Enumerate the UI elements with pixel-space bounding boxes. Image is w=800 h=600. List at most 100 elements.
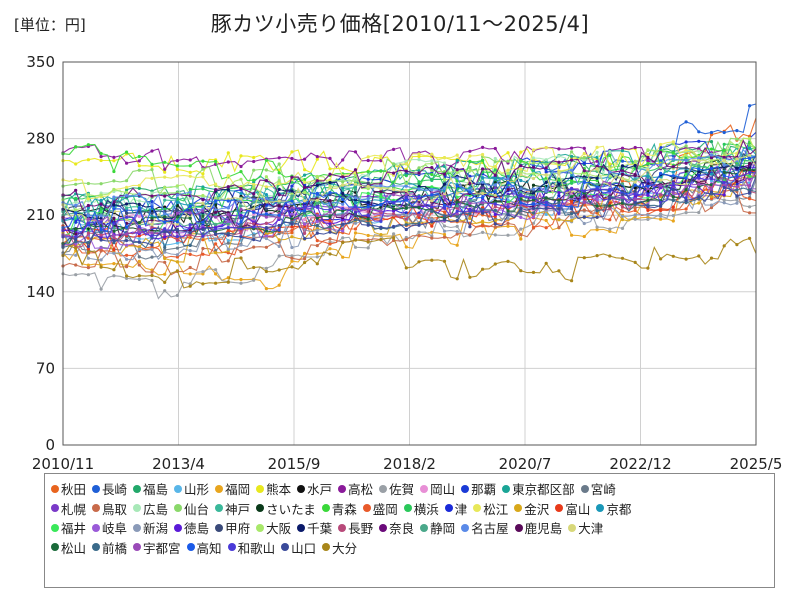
legend-item: 奈良	[379, 518, 414, 537]
data-point	[570, 158, 574, 162]
data-point	[277, 193, 281, 197]
legend-label: 松山	[61, 540, 87, 556]
data-point	[646, 266, 650, 270]
legend-item: 仙台	[174, 499, 209, 518]
data-point	[417, 180, 421, 184]
data-point	[137, 247, 141, 251]
data-point	[697, 147, 701, 151]
legend-marker-icon	[92, 543, 101, 552]
data-point	[570, 178, 574, 183]
data-point	[557, 171, 561, 175]
data-point	[557, 186, 561, 190]
data-point	[303, 173, 307, 177]
data-point	[620, 149, 625, 153]
data-point	[366, 213, 370, 217]
data-point	[252, 238, 256, 242]
legend-row: 松山 前橋 宇都宮 高知 和歌山 山口 大分	[51, 538, 774, 558]
data-point	[582, 215, 586, 219]
data-point	[709, 158, 714, 162]
data-point	[570, 181, 574, 185]
data-point	[646, 175, 650, 179]
data-point	[748, 168, 752, 172]
data-point	[608, 218, 612, 222]
data-point	[188, 174, 192, 178]
data-point	[277, 187, 281, 191]
data-point	[748, 153, 752, 157]
data-point	[519, 158, 523, 163]
data-point	[163, 194, 167, 198]
data-point	[595, 215, 599, 219]
data-point	[163, 167, 167, 171]
data-point	[442, 172, 447, 176]
data-point	[86, 209, 90, 213]
legend-label: 高松	[348, 482, 374, 498]
data-point	[582, 221, 586, 226]
series-line	[62, 237, 757, 289]
legend-label: 長崎	[102, 482, 128, 498]
series-山口	[61, 176, 757, 249]
data-point	[226, 206, 230, 210]
data-point	[544, 200, 548, 204]
legend-item: 大阪	[256, 518, 291, 537]
data-point	[748, 236, 752, 240]
data-point	[493, 183, 497, 187]
data-point	[125, 232, 129, 236]
data-point	[455, 191, 459, 195]
data-point	[86, 227, 90, 231]
legend-item: 徳島	[174, 518, 209, 537]
data-point	[290, 199, 294, 203]
legend-marker-icon	[133, 543, 142, 552]
data-point	[201, 214, 205, 218]
data-point	[74, 196, 78, 200]
plot-frame	[62, 61, 757, 446]
data-point	[290, 235, 294, 239]
legend-marker-icon	[92, 504, 101, 513]
data-point	[290, 265, 294, 269]
data-point	[646, 217, 650, 221]
data-point	[150, 176, 154, 180]
data-point	[264, 185, 268, 189]
data-point	[404, 189, 408, 193]
data-point	[608, 201, 612, 205]
data-point	[226, 225, 230, 230]
data-point	[570, 199, 574, 204]
data-point	[150, 222, 154, 226]
data-point	[252, 235, 256, 239]
data-point	[137, 192, 141, 196]
legend-marker-icon	[297, 523, 306, 532]
data-point	[226, 259, 230, 263]
data-point	[201, 252, 205, 256]
data-point	[595, 225, 599, 229]
data-point	[392, 212, 396, 216]
data-point	[557, 147, 561, 151]
data-point	[74, 246, 78, 250]
data-point	[417, 158, 421, 162]
data-point	[264, 193, 268, 197]
legend-marker-icon	[338, 523, 347, 532]
legend-marker-icon	[174, 523, 183, 532]
data-point	[74, 263, 78, 267]
legend-marker-icon	[461, 523, 470, 532]
data-point	[519, 269, 523, 273]
data-point	[175, 200, 179, 204]
data-point	[150, 216, 154, 220]
data-point	[99, 193, 103, 197]
legend-label: 金沢	[524, 501, 550, 517]
data-point	[570, 215, 574, 219]
data-point	[239, 177, 243, 181]
data-point	[595, 150, 599, 154]
data-point	[392, 207, 396, 211]
data-point	[430, 209, 434, 213]
data-point	[506, 174, 510, 178]
data-point	[595, 167, 599, 171]
data-point	[430, 236, 434, 240]
data-point	[417, 213, 421, 217]
data-point	[188, 196, 192, 200]
data-point	[303, 251, 307, 255]
legend-item: 名古屋	[461, 518, 509, 537]
data-point	[201, 172, 205, 176]
data-point	[125, 211, 129, 215]
x-axis: 2010/11 2013/4 2015/9 2018/2 2020/7 2022/12 20…	[32, 455, 783, 470]
legend-label: 岡山	[430, 482, 456, 498]
legend-item: 富山	[555, 499, 590, 518]
